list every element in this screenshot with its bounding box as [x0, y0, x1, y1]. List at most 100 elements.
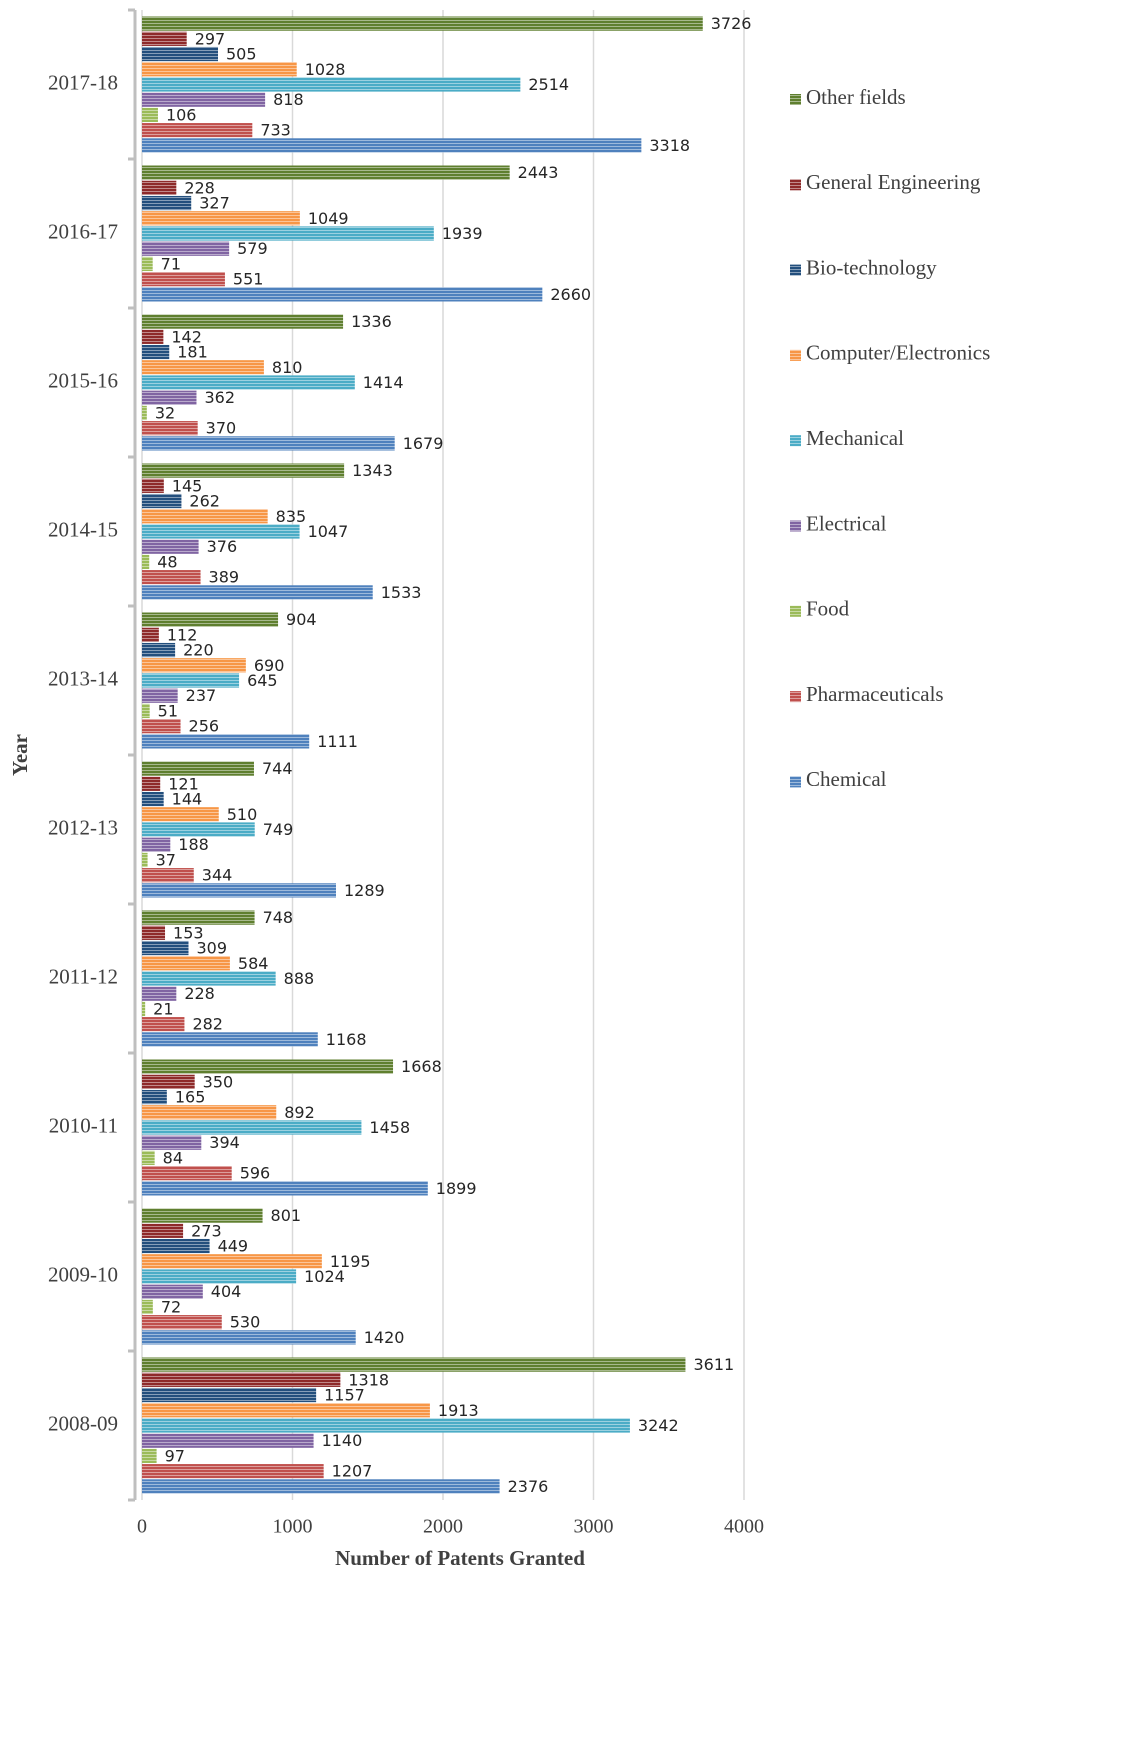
value-label: 1157 [324, 1386, 365, 1405]
value-label: 327 [199, 194, 230, 213]
bar [142, 1059, 394, 1074]
bar [142, 1269, 297, 1284]
y-tick-label: 2009-10 [48, 1262, 118, 1286]
bar [142, 658, 246, 673]
value-label: 733 [260, 121, 291, 140]
bar [142, 570, 201, 585]
value-label: 1168 [326, 1030, 367, 1049]
bar [142, 539, 199, 554]
value-label: 362 [204, 388, 235, 407]
bar [142, 360, 264, 375]
x-tick-label: 1000 [273, 1516, 313, 1538]
value-label: 645 [247, 671, 278, 690]
bar [142, 123, 253, 138]
legend-swatch [790, 776, 801, 788]
value-label: 256 [189, 717, 220, 736]
value-label: 145 [172, 476, 203, 495]
bar [142, 956, 230, 971]
value-label: 690 [254, 656, 285, 675]
value-label: 376 [207, 537, 238, 556]
value-label: 749 [263, 820, 294, 839]
value-label: 262 [189, 492, 220, 511]
legend-swatch [790, 691, 801, 703]
value-label: 449 [218, 1237, 249, 1256]
bar [142, 642, 176, 658]
bar [142, 138, 642, 153]
value-label: 1207 [332, 1462, 373, 1481]
bar [142, 195, 192, 211]
bar [142, 1105, 277, 1120]
bar [142, 1223, 184, 1238]
value-label: 350 [203, 1072, 234, 1091]
legend-swatch [790, 349, 801, 361]
legend-label: Mechanical [806, 426, 904, 450]
x-tick-label: 2000 [423, 1516, 463, 1538]
value-label: 121 [168, 774, 199, 793]
value-label: 48 [157, 552, 177, 571]
value-label: 273 [191, 1221, 222, 1240]
legend-label: Electrical [806, 511, 887, 535]
value-label: 530 [230, 1313, 261, 1332]
y-tick-label: 2015-16 [48, 368, 118, 392]
bar [142, 986, 177, 1001]
value-label: 904 [286, 610, 317, 629]
value-label: 404 [211, 1282, 242, 1301]
bar [142, 807, 219, 822]
y-tick-label: 2012-13 [48, 815, 118, 839]
bar [142, 226, 434, 241]
bar [142, 509, 268, 524]
bar [142, 314, 344, 329]
bar [142, 703, 150, 719]
bar [142, 1032, 318, 1047]
value-label: 188 [178, 835, 209, 854]
y-tick-label: 2008-09 [48, 1411, 118, 1435]
bar [142, 554, 150, 570]
value-label: 2660 [550, 285, 591, 304]
bar [142, 524, 300, 539]
value-label: 3242 [638, 1416, 679, 1435]
bar [142, 868, 194, 883]
bar [142, 1074, 195, 1089]
y-tick-label: 2014-15 [48, 517, 118, 541]
value-label: 228 [184, 178, 215, 197]
legend-label: General Engineering [806, 170, 981, 194]
value-label: 220 [183, 641, 214, 660]
bar [142, 1120, 362, 1135]
value-label: 112 [167, 625, 198, 644]
bar [142, 31, 187, 46]
bar [142, 1166, 232, 1181]
value-label: 1668 [401, 1057, 442, 1076]
value-label: 1343 [352, 461, 393, 480]
y-axis-title: Year [8, 734, 32, 776]
bar [142, 1238, 210, 1254]
legend-swatch [790, 179, 801, 191]
bar [142, 256, 153, 272]
value-label: 810 [272, 358, 303, 377]
value-label: 596 [240, 1164, 271, 1183]
bar [142, 734, 310, 749]
bar [142, 971, 276, 986]
bar [142, 673, 240, 688]
value-label: 344 [202, 866, 233, 885]
legend-label: Other fields [806, 85, 906, 109]
value-label: 32 [155, 403, 175, 422]
value-label: 584 [238, 954, 269, 973]
bar [142, 165, 510, 180]
bar [142, 1017, 185, 1032]
bar [142, 1181, 428, 1196]
y-tick-label: 2010-11 [49, 1113, 118, 1137]
value-label: 142 [171, 327, 202, 346]
value-label: 394 [209, 1133, 240, 1152]
value-label: 165 [175, 1088, 206, 1107]
bar [142, 688, 178, 703]
bar [142, 493, 182, 509]
value-label: 3318 [649, 136, 690, 155]
bar [142, 329, 164, 344]
bar [142, 287, 543, 302]
legend-swatch [790, 520, 801, 532]
bar [142, 1479, 500, 1494]
value-label: 744 [262, 759, 293, 778]
legend-label: Bio-technology [806, 255, 937, 279]
bar [142, 627, 159, 642]
value-label: 505 [226, 45, 257, 64]
